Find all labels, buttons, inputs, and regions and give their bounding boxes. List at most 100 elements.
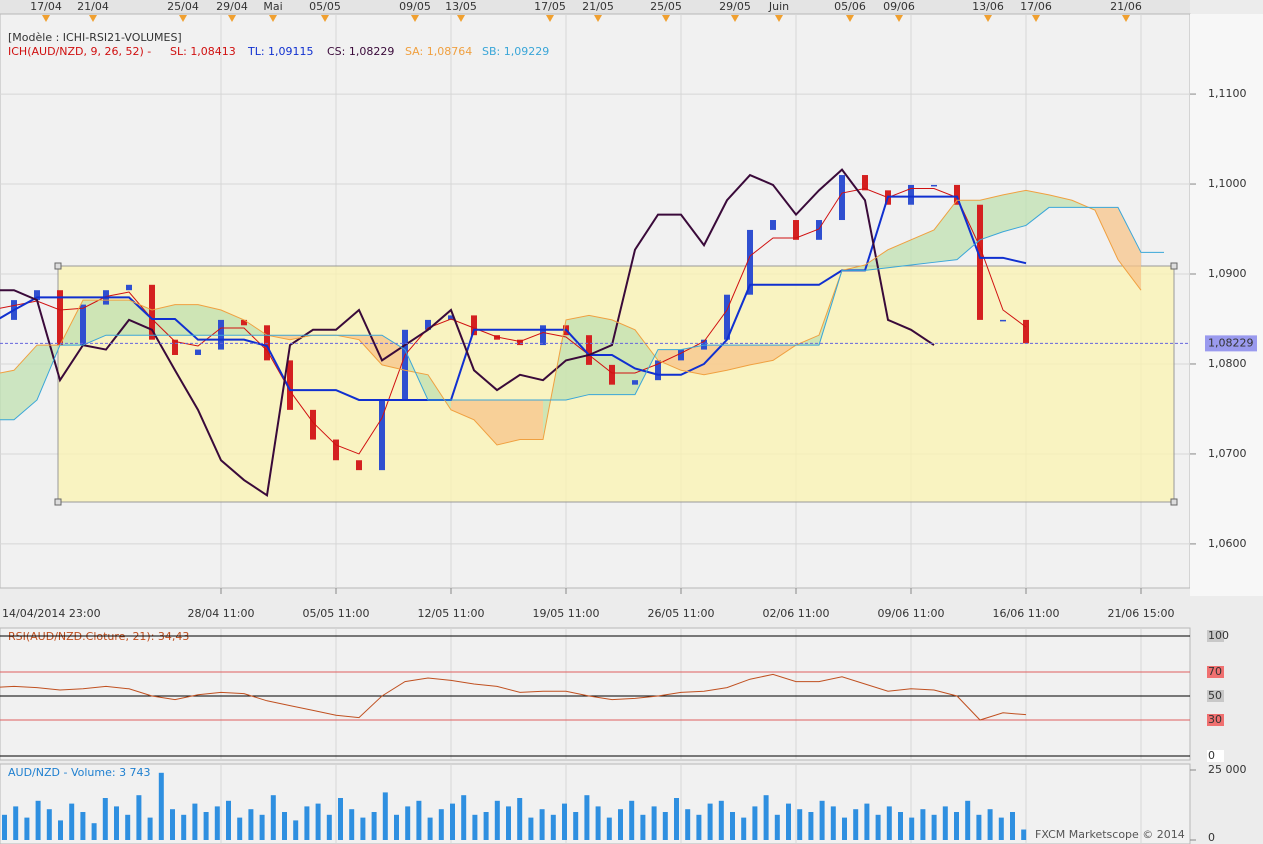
candle (264, 325, 270, 361)
cloud-segment (934, 200, 957, 263)
indicator-line (0, 206, 1164, 421)
volume-bar (114, 806, 119, 840)
volume-bar (853, 809, 859, 840)
volume-bar (270, 795, 276, 840)
candle (80, 304, 86, 346)
volume-bar (998, 817, 1004, 840)
volume-bar (24, 817, 30, 840)
volume-bar (147, 817, 153, 840)
candle (126, 284, 132, 291)
cloud-segment (474, 399, 497, 445)
volume-bar (58, 820, 63, 840)
cloud-segment (1003, 190, 1026, 232)
cloud-segment (14, 345, 37, 420)
volume-bar (898, 812, 903, 840)
volume-bar (248, 809, 254, 840)
volume-bar (987, 809, 993, 840)
event-marker (662, 15, 670, 22)
volume-bar (259, 814, 265, 840)
level-box (1207, 750, 1224, 762)
volume-bar (382, 792, 388, 840)
candle (517, 339, 523, 346)
volume-bar (170, 809, 175, 840)
volume-bar (909, 817, 915, 840)
candle (977, 204, 983, 320)
volume-bar (237, 817, 243, 840)
event-marker (594, 15, 602, 22)
volume-bar (875, 814, 881, 840)
cloud-segment (359, 335, 382, 365)
volume-bar (842, 817, 847, 840)
candle (816, 220, 822, 240)
volume-bar (1021, 829, 1027, 840)
level-box (1207, 630, 1224, 642)
legend-entry: TL: 1,09115 (247, 45, 314, 58)
candle (1023, 319, 1029, 344)
candle (540, 325, 546, 346)
volume-bar (808, 812, 814, 840)
event-label: 09/06 (883, 0, 915, 13)
event-marker (846, 15, 854, 22)
event-label: 21/05 (582, 0, 614, 13)
cloud-segment (704, 345, 727, 375)
volume-bar (136, 795, 142, 840)
volume-bar (830, 806, 836, 840)
marks (0, 168, 1164, 498)
x-tick-label: 16/06 11:00 (993, 607, 1060, 620)
candle (586, 335, 592, 365)
volume-bar (91, 823, 97, 840)
x-tick-label: 28/04 11:00 (188, 607, 255, 620)
volume-bar (35, 800, 41, 840)
x-tick-label: 26/05 11:00 (648, 607, 715, 620)
volume-bar (349, 809, 355, 840)
cloud-segment (727, 345, 750, 371)
candle (862, 175, 868, 191)
candle (724, 294, 730, 340)
candle (678, 349, 684, 361)
candle (954, 184, 960, 205)
candle (356, 460, 362, 471)
last-price-box (1205, 335, 1257, 352)
event-label: 17/05 (534, 0, 566, 13)
cloud-segment (1072, 200, 1095, 211)
event-marker (42, 15, 50, 22)
cloud-segment (198, 304, 221, 336)
candle (747, 229, 753, 295)
candle (241, 319, 247, 326)
y-tick-label: 30 (1208, 713, 1222, 726)
candle (471, 315, 477, 336)
volume-bar (606, 817, 612, 840)
volume-bar (920, 809, 926, 840)
y-tick-label: 1,0800 (1208, 357, 1247, 370)
event-marker (895, 15, 903, 22)
event-marker (228, 15, 236, 22)
volume-bar (730, 812, 735, 840)
x-tick-label: 19/05 11:00 (533, 607, 600, 620)
volume-bar (674, 798, 679, 840)
volume-bar (461, 795, 467, 840)
volume-bar (203, 812, 209, 840)
cloud-segment (658, 349, 681, 371)
indicator-line (0, 188, 1027, 455)
cloud-segment (1026, 190, 1049, 226)
event-marker (1122, 15, 1130, 22)
volume-bar (158, 772, 164, 840)
event-label: 17/04 (30, 0, 62, 13)
range-box-handles (54, 262, 1178, 506)
event-label: 09/05 (399, 0, 431, 13)
cloud-segment (750, 345, 773, 365)
legend-entry: SL: 1,08413 (170, 45, 236, 58)
volume-bar (931, 814, 937, 840)
volume-bar (326, 814, 332, 840)
volume-bar (13, 806, 19, 840)
cloud-segment (520, 399, 543, 440)
candle (310, 409, 316, 440)
x-tick-label: 05/05 11:00 (303, 607, 370, 620)
event-label: 25/05 (650, 0, 682, 13)
y-tick-label: 50 (1208, 689, 1222, 702)
last-price-label: 1,08229 (1208, 336, 1254, 349)
event-strip (0, 0, 1190, 14)
volume-bar (438, 809, 444, 840)
volume-bar (517, 798, 523, 840)
